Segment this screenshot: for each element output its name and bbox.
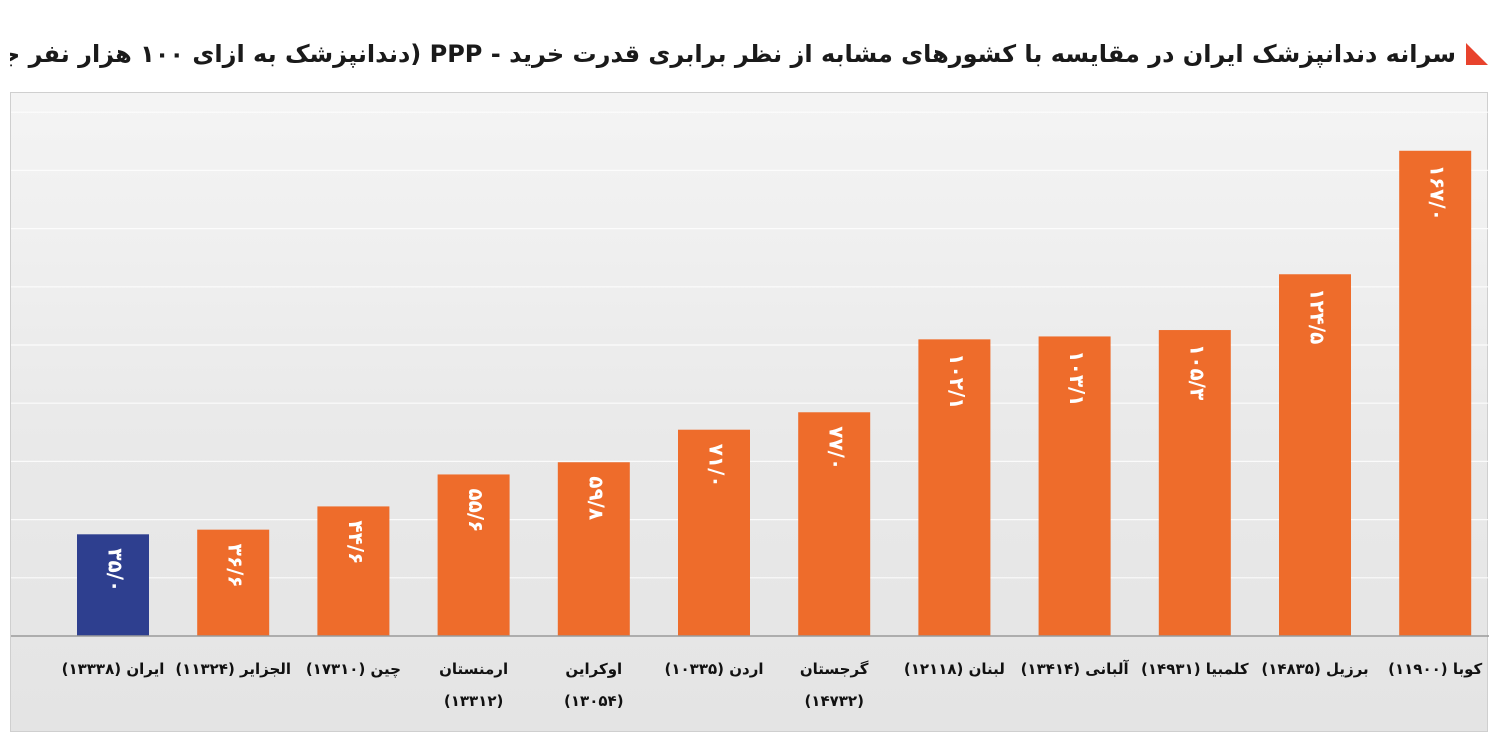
bar-value-label: ۱۶۷/۰: [1426, 165, 1450, 221]
bar: [1158, 330, 1231, 636]
x-tick-label: (۱۴۷۳۲): [804, 692, 864, 710]
x-tick-label: کلمبیا (۱۴۹۳۱): [1141, 660, 1249, 678]
chart-title: سرانه دندانپزشک ایران در مقایسه با کشوره…: [10, 40, 1456, 68]
x-tick-label: آلبانی (۱۳۴۱۴): [1021, 660, 1130, 678]
bar: [1038, 336, 1111, 636]
x-tick-label: اوکراین: [565, 660, 622, 678]
x-tick-label: ایران (۱۳۳۳۸): [62, 660, 165, 678]
bar-value-label: ۱۰۵/۳: [1185, 344, 1209, 400]
x-tick-label: چین (۱۷۳۱۰): [306, 660, 401, 679]
bar: [557, 462, 630, 636]
x-tick-label: کوبا (۱۱۹۰۰): [1388, 660, 1482, 678]
bar-value-label: ۳۵/۰: [104, 548, 128, 592]
bar: [1399, 150, 1472, 636]
bar-value-label: ۱۰۳/۱: [1065, 350, 1089, 406]
bar: [317, 506, 390, 636]
x-tick-label: اردن (۱۰۳۳۵): [665, 660, 764, 678]
bar-value-label: ۴۴/۶: [344, 520, 368, 564]
x-tick-label: گرجستان: [800, 660, 869, 678]
title-triangle-icon: [1466, 43, 1488, 65]
bar: [678, 429, 750, 636]
x-tick-label: الجزایر (۱۱۳۲۴): [175, 660, 291, 678]
chart-title-row: سرانه دندانپزشک ایران در مقایسه با کشوره…: [10, 32, 1488, 76]
bar-value-label: ۷۷/۰: [825, 426, 849, 470]
bar: [1279, 274, 1351, 636]
bar: [798, 412, 871, 636]
x-tick-label: لبنان (۱۲۱۱۸): [904, 660, 1005, 678]
bar: [197, 529, 270, 636]
x-tick-label: برزیل (۱۴۸۳۵): [1261, 660, 1368, 678]
bar: [437, 474, 510, 636]
x-tick-label: (۱۳۳۱۲): [444, 692, 504, 710]
bar-chart: ۳۵/۰ ایران (۱۳۳۳۸) ۳۶/۶ الجزایر (۱۱۳۲۴) ۴۴/۶…: [11, 111, 1489, 710]
bar-value-label: ۵۵/۶: [464, 488, 488, 532]
bar-value-label: ۷۱/۰: [705, 444, 729, 488]
x-tick-label: ارمنستان: [439, 660, 508, 678]
chart-frame: ۳۵/۰ ایران (۱۳۳۳۸) ۳۶/۶ الجزایر (۱۱۳۲۴) ۴۴/۶…: [10, 92, 1489, 732]
bar-value-label: ۵۹/۸: [584, 476, 608, 520]
bar: [918, 339, 991, 636]
bar-value-label: ۱۰۲/۱: [945, 353, 969, 409]
bar: [77, 534, 149, 636]
bar-value-label: ۱۲۴/۵: [1306, 288, 1330, 344]
x-tick-label: (۱۳۰۵۴): [564, 692, 624, 710]
bar-value-label: ۳۶/۶: [224, 544, 248, 588]
